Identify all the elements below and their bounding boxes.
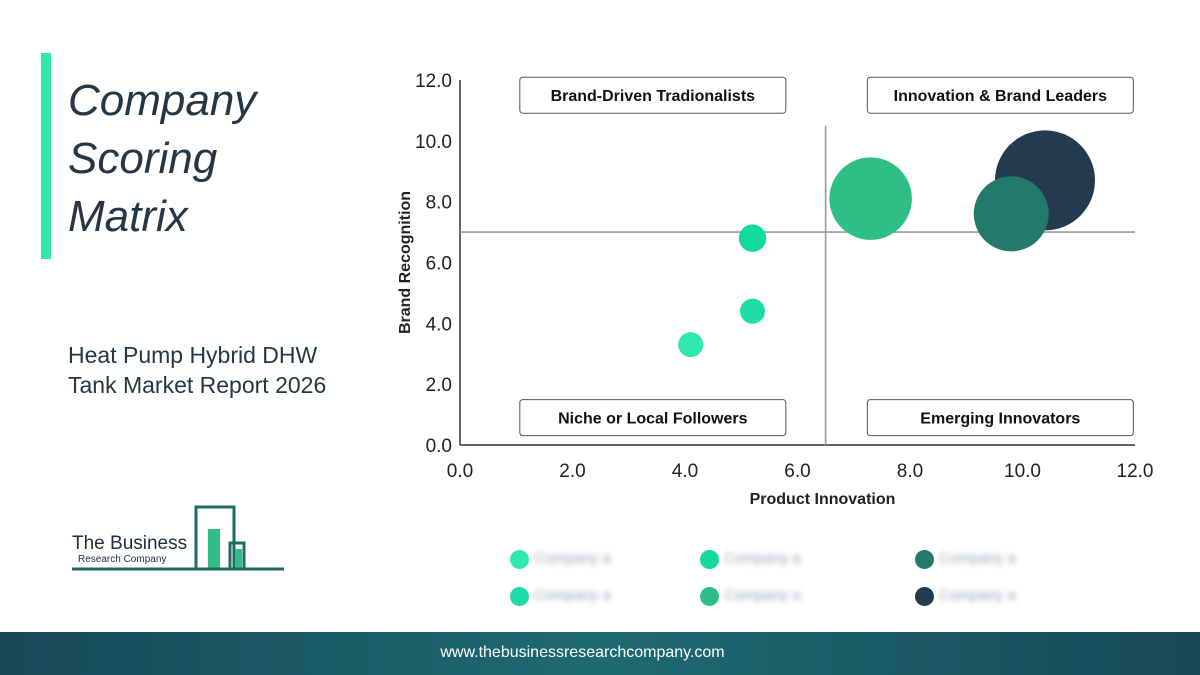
legend-swatch <box>510 587 529 606</box>
y-axis-title: Brand Recognition <box>397 191 414 334</box>
y-tick-label: 6.0 <box>426 254 452 275</box>
legend-label: Company a <box>939 587 1016 604</box>
legend-label: Company a <box>724 550 801 567</box>
bubble-point <box>738 224 767 252</box>
legend-item: Company a <box>700 549 870 571</box>
logo-text-primary: The Business <box>72 533 188 554</box>
title-line: Matrix <box>68 192 188 241</box>
legend-label: Company a <box>534 587 611 604</box>
y-tick-label: 4.0 <box>426 314 452 335</box>
x-axis-title: Product Innovation <box>750 491 896 508</box>
x-tick-label: 10.0 <box>1004 461 1041 482</box>
footer-bar: www.thebusinessresearchcompany.com <box>0 632 1200 675</box>
logo-text-secondary: Research Company <box>78 554 167 565</box>
quadrant-label-box <box>519 76 787 114</box>
quadrant-label: Innovation & Brand Leaders <box>894 88 1107 105</box>
page-title: Company Scoring Matrix <box>68 72 368 246</box>
logo-buildings-icon <box>72 505 284 571</box>
legend-item: Company a <box>510 549 680 571</box>
bubble-point <box>678 332 704 358</box>
scoring-matrix-chart: 0.0 2.0 4.0 6.0 8.0 10.0 12.0 0.0 2.0 4.0 6.0 8.0 10… <box>397 71 1154 508</box>
legend-swatch <box>700 550 719 569</box>
legend-item: Company a <box>700 586 870 608</box>
x-tick-label: 2.0 <box>559 461 585 482</box>
footer-website-link[interactable]: www.thebusinessresearchcompany.com <box>440 644 725 661</box>
bubble-point <box>973 176 1049 252</box>
quadrant-label: Emerging Innovators <box>920 411 1080 428</box>
quadrant-label: Brand-Driven Tradionalists <box>551 88 756 105</box>
legend-swatch <box>510 550 529 569</box>
report-subtitle: Heat Pump Hybrid DHW Tank Market Report … <box>68 340 388 400</box>
subtitle-line: Heat Pump Hybrid DHW <box>68 342 318 368</box>
legend-label: Company a <box>939 550 1016 567</box>
legend-label: Company a <box>724 587 801 604</box>
legend-swatch <box>915 550 934 569</box>
legend-swatch <box>700 587 719 606</box>
y-tick-label: 12.0 <box>415 71 452 92</box>
legend-item: Company a <box>915 586 1085 608</box>
x-tick-label: 12.0 <box>1117 461 1154 482</box>
chart-legend: Company a Company a Company a Company a Comp… <box>500 540 1100 610</box>
quadrant-label-box <box>866 399 1134 437</box>
x-tick-label: 4.0 <box>672 461 698 482</box>
bubble-point <box>829 157 912 240</box>
y-tick-label: 0.0 <box>426 436 452 457</box>
company-logo: The Business Research Company <box>72 505 287 575</box>
x-tick-label: 6.0 <box>784 461 810 482</box>
legend-label: Company a <box>534 550 611 567</box>
quadrant-label-box <box>519 399 787 437</box>
legend-item: Company a <box>510 586 680 608</box>
subtitle-line: Tank Market Report 2026 <box>68 372 327 398</box>
legend-item: Company a <box>915 549 1085 571</box>
y-tick-label: 2.0 <box>426 375 452 396</box>
x-tick-label: 8.0 <box>897 461 923 482</box>
legend-swatch <box>915 587 934 606</box>
y-tick-label: 10.0 <box>415 132 452 153</box>
title-line: Company <box>68 76 257 125</box>
y-tick-label: 8.0 <box>426 193 452 214</box>
quadrant-label: Niche or Local Followers <box>558 411 747 428</box>
quadrant-label-box <box>866 76 1134 114</box>
title-line: Scoring <box>68 134 218 183</box>
x-tick-label: 0.0 <box>447 461 473 482</box>
accent-bar <box>41 53 51 259</box>
bubble-point <box>740 298 765 324</box>
